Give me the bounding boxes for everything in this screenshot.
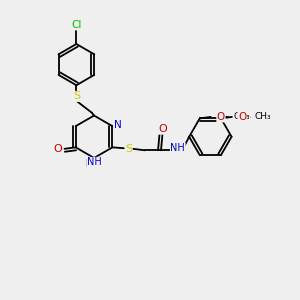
Text: Cl: Cl <box>71 20 82 30</box>
Text: S: S <box>73 92 80 101</box>
Text: O: O <box>54 144 62 154</box>
Text: O: O <box>238 112 246 122</box>
Text: N: N <box>114 120 122 130</box>
Text: NH: NH <box>85 159 100 170</box>
Text: NH: NH <box>87 158 101 167</box>
Text: O: O <box>158 124 167 134</box>
Text: S: S <box>125 144 132 154</box>
Text: O: O <box>217 112 225 122</box>
Text: CH₃: CH₃ <box>234 112 250 122</box>
Text: NH: NH <box>170 143 185 153</box>
Text: CH₃: CH₃ <box>255 112 272 122</box>
